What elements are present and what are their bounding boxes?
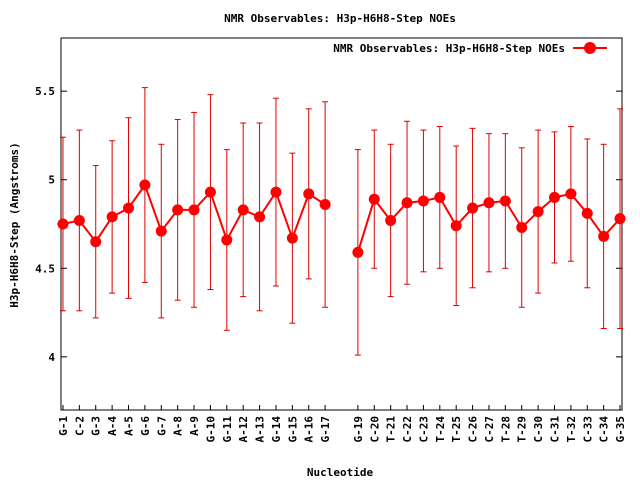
legend-marker bbox=[584, 42, 596, 54]
x-tick-label: A-4 bbox=[106, 416, 119, 436]
x-tick-label: G-1 bbox=[57, 416, 70, 436]
x-tick-label: T-32 bbox=[565, 416, 578, 443]
x-tick-label: C-20 bbox=[368, 416, 381, 443]
x-tick-label: C-2 bbox=[73, 416, 86, 436]
data-point bbox=[90, 236, 102, 248]
data-point bbox=[57, 218, 69, 230]
x-tick-label: G-17 bbox=[319, 416, 332, 443]
data-point bbox=[254, 211, 266, 223]
plot-area: 4 4.5 5 5.5 G-1 C-2 G-3 A-4 A-5 G-6 G-7 A-8 A-9 G-10 G… bbox=[35, 37, 627, 443]
data-point bbox=[303, 188, 315, 200]
x-tick-label: C-34 bbox=[598, 416, 611, 443]
y-tick-label: 5 bbox=[48, 174, 55, 187]
data-point bbox=[352, 246, 364, 258]
data-point bbox=[221, 234, 233, 246]
x-tick-label: T-29 bbox=[516, 416, 529, 443]
x-tick-label: T-28 bbox=[499, 416, 512, 443]
data-point bbox=[565, 188, 577, 200]
data-point bbox=[483, 197, 495, 209]
data-point bbox=[581, 207, 593, 219]
x-tick-label: A-8 bbox=[172, 416, 185, 436]
data-point bbox=[139, 179, 151, 191]
data-point bbox=[467, 202, 479, 214]
y-tick-label: 4 bbox=[48, 351, 55, 364]
x-tick-label: T-24 bbox=[434, 416, 447, 443]
data-point bbox=[368, 193, 380, 205]
x-tick-label: A-9 bbox=[188, 416, 201, 436]
x-tick-label: C-31 bbox=[548, 416, 561, 443]
x-tick-label: C-27 bbox=[483, 416, 496, 443]
y-tick-label: 5.5 bbox=[35, 85, 55, 98]
chart-title: NMR Observables: H3p-H6H8-Step NOEs bbox=[224, 12, 456, 25]
data-point bbox=[106, 211, 118, 223]
x-tick-label: G-10 bbox=[204, 416, 217, 443]
x-tick-label: G-7 bbox=[155, 416, 168, 436]
data-point bbox=[188, 204, 200, 216]
data-point bbox=[204, 186, 216, 198]
data-point bbox=[548, 191, 560, 203]
y-axis-label: H3p-H6H8-Step (Angstroms) bbox=[8, 142, 21, 308]
x-tick-label: G-3 bbox=[90, 416, 103, 436]
x-tick-label: G-15 bbox=[286, 416, 299, 443]
data-point bbox=[155, 225, 167, 237]
data-point bbox=[319, 199, 331, 211]
x-tick-label: G-6 bbox=[139, 416, 152, 436]
x-tick-label: G-19 bbox=[352, 416, 365, 443]
data-point bbox=[434, 191, 446, 203]
x-tick-label: T-25 bbox=[450, 416, 463, 443]
data-point bbox=[73, 214, 85, 226]
data-point bbox=[516, 222, 528, 234]
x-tick-label: C-26 bbox=[467, 416, 480, 443]
data-point bbox=[499, 195, 511, 207]
data-point bbox=[123, 202, 135, 214]
x-tick-label: A-12 bbox=[237, 416, 250, 443]
data-point bbox=[172, 204, 184, 216]
x-tick-label: A-5 bbox=[123, 416, 136, 436]
x-tick-label: C-30 bbox=[532, 416, 545, 443]
x-tick-label: C-33 bbox=[581, 416, 594, 443]
data-point bbox=[614, 213, 626, 225]
x-tick-label: G-14 bbox=[270, 416, 283, 443]
data-point bbox=[385, 214, 397, 226]
data-point bbox=[401, 197, 413, 209]
legend: NMR Observables: H3p-H6H8-Step NOEs bbox=[333, 42, 607, 55]
data-point bbox=[237, 204, 249, 216]
x-axis-label: Nucleotide bbox=[307, 466, 374, 479]
legend-label: NMR Observables: H3p-H6H8-Step NOEs bbox=[333, 42, 565, 55]
data-point bbox=[286, 232, 298, 244]
y-tick-label: 4.5 bbox=[35, 262, 55, 275]
x-tick-label: C-23 bbox=[417, 416, 430, 443]
data-point bbox=[417, 195, 429, 207]
data-point bbox=[270, 186, 282, 198]
x-tick-label: A-16 bbox=[303, 416, 316, 443]
x-tick-label: A-13 bbox=[254, 416, 267, 443]
x-tick-label: T-21 bbox=[385, 416, 398, 443]
x-tick-label: C-22 bbox=[401, 416, 414, 443]
x-tick-label: G-11 bbox=[221, 416, 234, 443]
data-point bbox=[450, 220, 462, 232]
x-tick-label: G-35 bbox=[614, 416, 627, 443]
data-point bbox=[598, 230, 610, 242]
data-point bbox=[532, 206, 544, 218]
